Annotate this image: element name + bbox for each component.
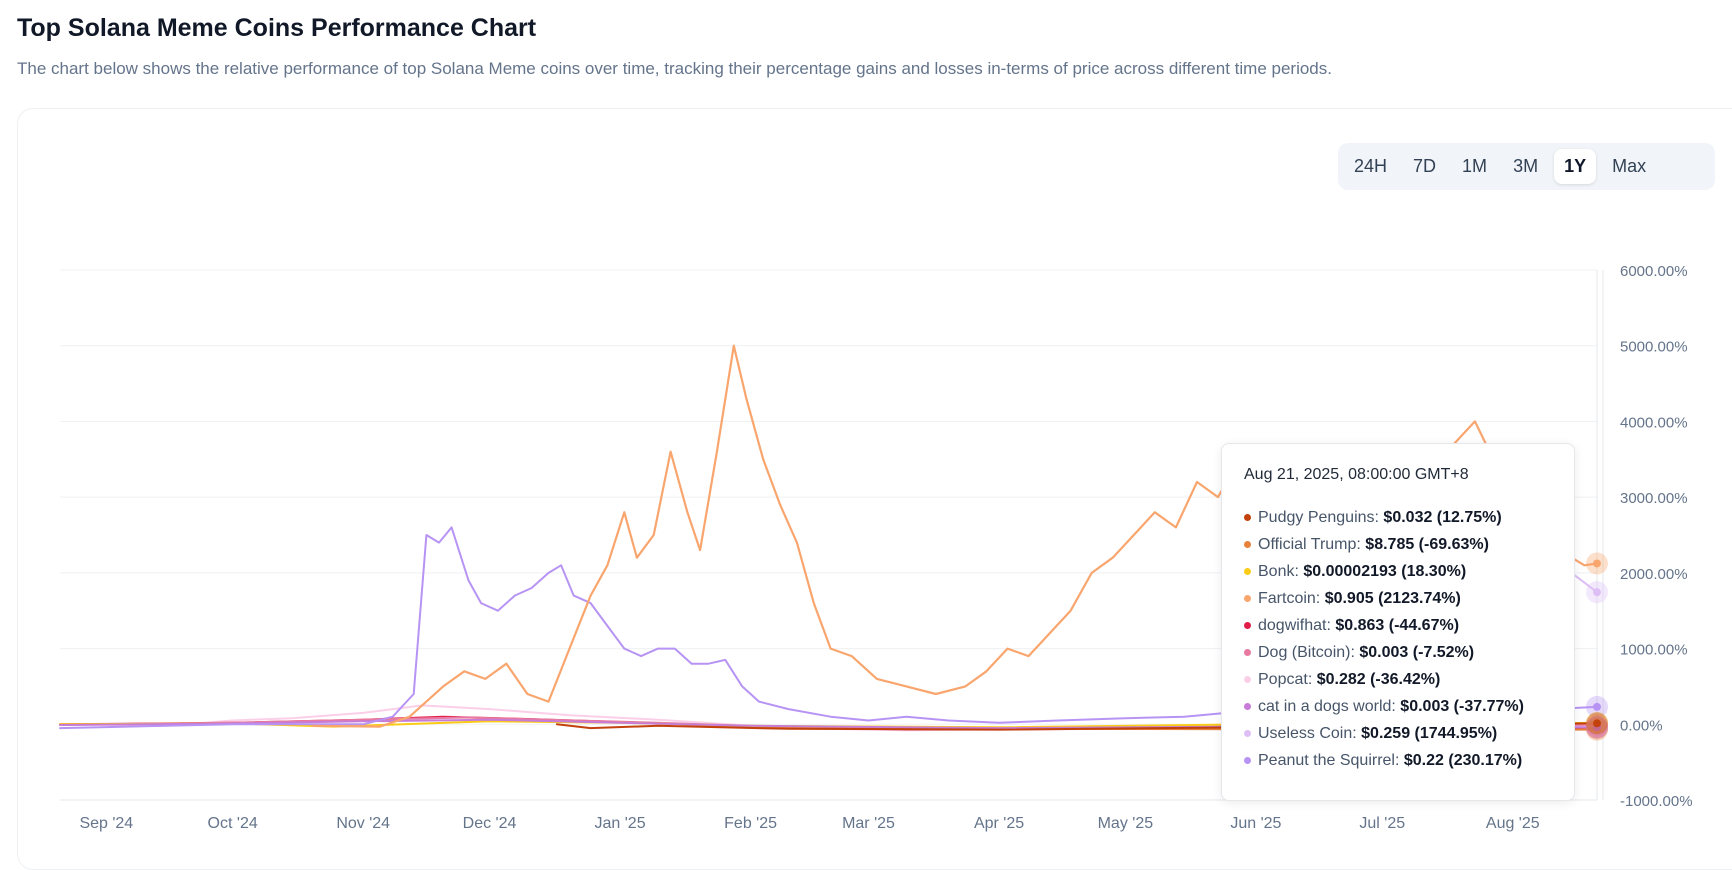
y-tick-label: 5000.00%	[1620, 339, 1688, 356]
tooltip-row: Fartcoin: $0.905 (2123.74%)	[1244, 585, 1574, 612]
tooltip-row: Pudgy Penguins: $0.032 (12.75%)	[1244, 504, 1574, 531]
tooltip-series-name: Pudgy Penguins:	[1258, 509, 1384, 526]
chart-tooltip: Aug 21, 2025, 08:00:00 GMT+8 Pudgy Pengu…	[1221, 443, 1575, 801]
legend-dot-icon	[1244, 676, 1251, 684]
tooltip-series-name: Useless Coin:	[1258, 725, 1362, 742]
series-endpoint-marker	[1593, 588, 1601, 597]
legend-dot-icon	[1244, 730, 1251, 738]
tooltip-series-name: Dog (Bitcoin):	[1258, 644, 1360, 661]
tooltip-series-value: $0.863 (-44.67%)	[1335, 617, 1460, 634]
tooltip-series-name: dogwifhat:	[1258, 617, 1336, 634]
range-3m-button[interactable]: 3M	[1503, 149, 1548, 184]
tooltip-series-value: $0.032 (12.75%)	[1383, 509, 1502, 526]
tooltip-series-name: Peanut the Squirrel:	[1258, 752, 1404, 769]
tooltip-row: Official Trump: $8.785 (-69.63%)	[1244, 531, 1574, 558]
y-tick-label: 0.00%	[1620, 717, 1663, 734]
x-tick-label: Jul '25	[1359, 815, 1405, 832]
tooltip-series-name: Popcat:	[1258, 671, 1317, 688]
x-tick-label: Mar '25	[842, 815, 895, 832]
tooltip-series-value: $0.003 (-37.77%)	[1400, 698, 1524, 715]
page-title: Top Solana Meme Coins Performance Chart	[17, 14, 537, 42]
time-range-selector: 24H 7D 1M 3M 1Y Max	[1338, 143, 1715, 190]
x-tick-label: Feb '25	[724, 815, 777, 832]
y-tick-label: 6000.00%	[1620, 263, 1688, 280]
x-tick-label: Nov '24	[336, 815, 390, 832]
y-tick-label: 1000.00%	[1620, 642, 1688, 659]
tooltip-series-name: cat in a dogs world:	[1258, 698, 1401, 715]
range-max-button[interactable]: Max	[1602, 149, 1656, 184]
tooltip-series-value: $0.282 (-36.42%)	[1316, 671, 1441, 688]
x-tick-label: Aug '25	[1486, 815, 1540, 832]
tooltip-row: cat in a dogs world: $0.003 (-37.77%)	[1244, 693, 1574, 720]
series-endpoint-marker	[1593, 559, 1601, 568]
range-1y-button[interactable]: 1Y	[1554, 149, 1597, 184]
range-7d-button[interactable]: 7D	[1403, 149, 1446, 184]
legend-dot-icon	[1244, 568, 1251, 576]
tooltip-series-value: $0.22 (230.17%)	[1403, 752, 1523, 769]
range-24h-button[interactable]: 24H	[1344, 149, 1397, 184]
tooltip-series-value: $0.259 (1744.95%)	[1361, 725, 1498, 742]
tooltip-series-name: Official Trump:	[1258, 536, 1366, 553]
legend-dot-icon	[1244, 541, 1251, 549]
tooltip-series-value: $0.905 (2123.74%)	[1324, 590, 1461, 607]
legend-dot-icon	[1244, 514, 1251, 522]
legend-dot-icon	[1244, 595, 1251, 603]
y-tick-label: 3000.00%	[1620, 490, 1688, 507]
tooltip-series-value: $8.785 (-69.63%)	[1365, 536, 1489, 553]
page-subtitle: The chart below shows the relative perfo…	[17, 59, 1332, 78]
x-tick-label: Jan '25	[595, 815, 646, 832]
y-tick-label: -1000.00%	[1620, 793, 1693, 810]
tooltip-row: Bonk: $0.00002193 (18.30%)	[1244, 558, 1574, 585]
legend-dot-icon	[1244, 622, 1251, 630]
series-endpoint-marker	[1593, 702, 1601, 711]
y-tick-label: 2000.00%	[1620, 566, 1688, 583]
x-tick-label: Apr '25	[974, 815, 1024, 832]
tooltip-date: Aug 21, 2025, 08:00:00 GMT+8	[1244, 466, 1469, 483]
y-tick-label: 4000.00%	[1620, 414, 1688, 431]
tooltip-series-value: $0.00002193 (18.30%)	[1303, 563, 1467, 580]
tooltip-series-name: Fartcoin:	[1258, 590, 1325, 607]
tooltip-row: Dog (Bitcoin): $0.003 (-7.52%)	[1244, 639, 1574, 666]
x-tick-label: Sep '24	[79, 815, 133, 832]
tooltip-series-value: $0.003 (-7.52%)	[1359, 644, 1475, 661]
range-1m-button[interactable]: 1M	[1452, 149, 1497, 184]
x-tick-label: Oct '24	[208, 815, 258, 832]
tooltip-series-name: Bonk:	[1258, 563, 1304, 580]
x-tick-label: May '25	[1098, 815, 1154, 832]
tooltip-row: Popcat: $0.282 (-36.42%)	[1244, 666, 1574, 693]
tooltip-row: dogwifhat: $0.863 (-44.67%)	[1244, 612, 1574, 639]
tooltip-row: Peanut the Squirrel: $0.22 (230.17%)	[1244, 747, 1574, 774]
legend-dot-icon	[1244, 757, 1251, 765]
x-tick-label: Dec '24	[463, 815, 517, 832]
legend-dot-icon	[1244, 649, 1251, 657]
tooltip-row: Useless Coin: $0.259 (1744.95%)	[1244, 720, 1574, 747]
series-endpoint-marker	[1593, 719, 1601, 728]
x-tick-label: Jun '25	[1230, 815, 1281, 832]
legend-dot-icon	[1244, 703, 1251, 711]
